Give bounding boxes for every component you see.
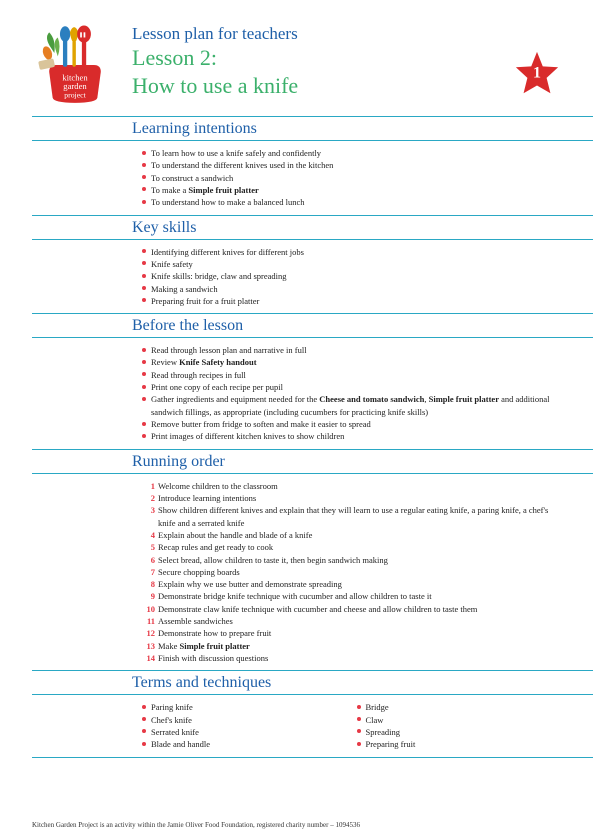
list-item: Claw bbox=[357, 714, 562, 726]
list-item: Recap rules and get ready to cook bbox=[142, 541, 561, 553]
bullet-list: Identifying different knives for differe… bbox=[132, 246, 561, 308]
list-item: Select bread, allow children to taste it… bbox=[142, 554, 561, 566]
star-number: 1 bbox=[533, 65, 541, 83]
list-item: Read through lesson plan and narrative i… bbox=[142, 344, 561, 356]
title-line-2: Lesson 2: bbox=[132, 44, 499, 72]
list-item: Explain why we use butter and demonstrat… bbox=[142, 578, 561, 590]
bullet-list: To learn how to use a knife safely and c… bbox=[132, 147, 561, 209]
rule bbox=[32, 757, 593, 758]
list-item: Remove butter from fridge to soften and … bbox=[142, 418, 561, 430]
list-item: To learn how to use a knife safely and c… bbox=[142, 147, 561, 159]
section-heading: Running order bbox=[132, 450, 561, 473]
list-item: To understand the different knives used … bbox=[142, 159, 561, 171]
rule bbox=[32, 694, 593, 695]
list-item: Identifying different knives for differe… bbox=[142, 246, 561, 258]
list-item: Welcome children to the classroom bbox=[142, 480, 561, 492]
rule bbox=[32, 239, 593, 240]
section-heading: Before the lesson bbox=[132, 314, 561, 337]
title-line-1: Lesson plan for teachers bbox=[132, 24, 499, 44]
list-item: Knife skills: bridge, claw and spreading bbox=[142, 270, 561, 282]
list-item: To construct a sandwich bbox=[142, 172, 561, 184]
list-item: Blade and handle bbox=[142, 738, 347, 750]
section-heading: Terms and techniques bbox=[132, 671, 561, 694]
footer-text: Kitchen Garden Project is an activity wi… bbox=[32, 821, 360, 829]
list-item: Chef's knife bbox=[142, 714, 347, 726]
section-heading: Learning intentions bbox=[132, 117, 561, 140]
list-item: Preparing fruit for a fruit platter bbox=[142, 295, 561, 307]
list-item: Review Knife Safety handout bbox=[142, 356, 561, 368]
list-item: Knife safety bbox=[142, 258, 561, 270]
two-column-list: Paring knifeChef's knifeSerrated knifeBl… bbox=[132, 701, 561, 750]
bullet-list: BridgeClawSpreadingPreparing fruit bbox=[347, 701, 562, 750]
list-item: Read through recipes in full bbox=[142, 369, 561, 381]
list-item: Print one copy of each recipe per pupil bbox=[142, 381, 561, 393]
list-item: Finish with discussion questions bbox=[142, 652, 561, 664]
kitchen-garden-logo: kitchen garden project bbox=[32, 22, 118, 108]
list-item: Bridge bbox=[357, 701, 562, 713]
list-item: Make Simple fruit platter bbox=[142, 640, 561, 652]
title-line-3: How to use a knife bbox=[132, 72, 499, 100]
list-item: Serrated knife bbox=[142, 726, 347, 738]
numbered-list: Welcome children to the classroomIntrodu… bbox=[132, 480, 561, 665]
bullet-list: Read through lesson plan and narrative i… bbox=[132, 344, 561, 443]
section-key-skills: Key skills Identifying different knives … bbox=[132, 215, 561, 308]
list-item: Secure chopping boards bbox=[142, 566, 561, 578]
list-item: Show children different knives and expla… bbox=[142, 504, 561, 529]
section-heading: Key skills bbox=[132, 216, 561, 239]
list-item: To understand how to make a balanced lun… bbox=[142, 196, 561, 208]
rule bbox=[32, 337, 593, 338]
list-item: Assemble sandwiches bbox=[142, 615, 561, 627]
list-item: Demonstrate how to prepare fruit bbox=[142, 627, 561, 639]
section-before-lesson: Before the lesson Read through lesson pl… bbox=[132, 313, 561, 443]
star-badge: 1 bbox=[513, 50, 561, 98]
section-learning-intentions: Learning intentions To learn how to use … bbox=[132, 116, 561, 209]
list-item: Spreading bbox=[357, 726, 562, 738]
bullet-list: Paring knifeChef's knifeSerrated knifeBl… bbox=[132, 701, 347, 750]
rule bbox=[32, 473, 593, 474]
list-item: Paring knife bbox=[142, 701, 347, 713]
rule bbox=[32, 140, 593, 141]
list-item: Print images of different kitchen knives… bbox=[142, 430, 561, 442]
list-item: To make a Simple fruit platter bbox=[142, 184, 561, 196]
list-item: Making a sandwich bbox=[142, 283, 561, 295]
title-block: Lesson plan for teachers Lesson 2: How t… bbox=[132, 22, 499, 99]
list-item: Explain about the handle and blade of a … bbox=[142, 529, 561, 541]
header: kitchen garden project Lesson plan for t… bbox=[32, 22, 561, 108]
list-item: Introduce learning intentions bbox=[142, 492, 561, 504]
svg-text:project: project bbox=[64, 91, 86, 100]
list-item: Demonstrate claw knife technique with cu… bbox=[142, 603, 561, 615]
section-terms: Terms and techniques Paring knifeChef's … bbox=[132, 670, 561, 757]
list-item: Preparing fruit bbox=[357, 738, 562, 750]
list-item: Gather ingredients and equipment needed … bbox=[142, 393, 561, 418]
section-running-order: Running order Welcome children to the cl… bbox=[132, 449, 561, 665]
list-item: Demonstrate bridge knife technique with … bbox=[142, 590, 561, 602]
svg-text:garden: garden bbox=[63, 81, 87, 91]
